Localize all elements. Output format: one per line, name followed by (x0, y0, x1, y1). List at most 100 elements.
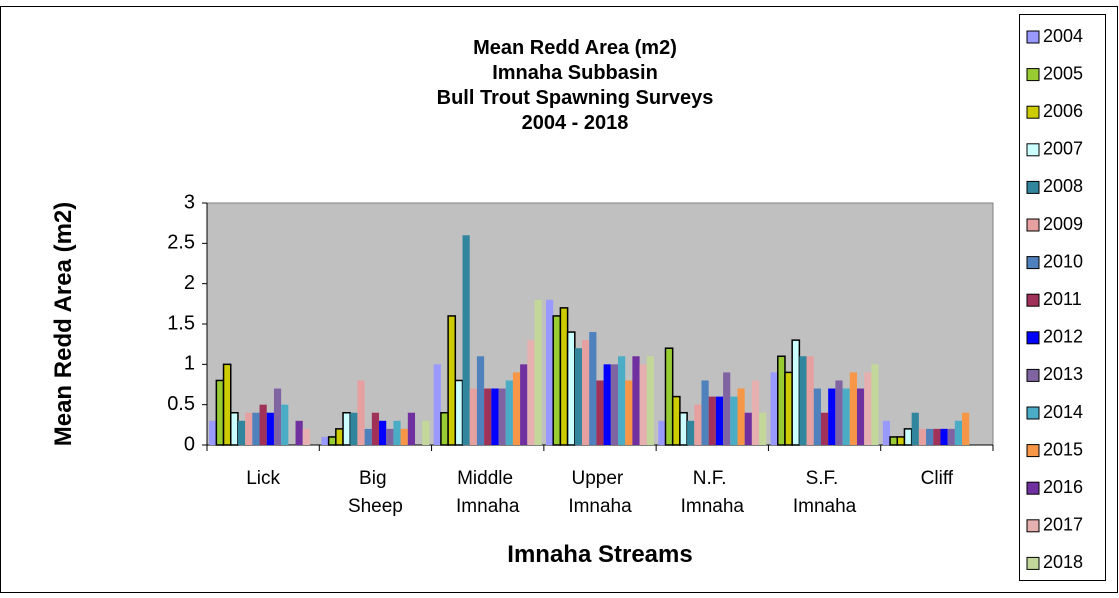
bar (777, 355, 786, 446)
y-tick-label: 2 (184, 272, 195, 294)
legend-swatch (1026, 331, 1040, 345)
legend-swatch (1026, 444, 1040, 458)
legend-label: 2004 (1043, 26, 1083, 46)
bar (947, 428, 955, 445)
legend-swatch (1026, 68, 1040, 82)
bar (589, 332, 597, 445)
bar (835, 380, 843, 445)
bar (393, 420, 401, 445)
y-tick-label: 1.5 (167, 312, 195, 334)
bar (295, 420, 303, 445)
legend-swatch (1026, 218, 1040, 232)
bar (903, 428, 913, 446)
bar (784, 371, 793, 446)
legend-label: 2008 (1043, 176, 1083, 196)
title-line: 2004 - 2018 (522, 112, 629, 134)
bar (671, 395, 681, 446)
bar (484, 388, 492, 445)
legend-label: 2014 (1043, 402, 1083, 422)
bar (603, 364, 611, 445)
legend-swatch (1026, 519, 1040, 533)
bar (770, 372, 778, 445)
bar (215, 379, 225, 446)
bar (813, 388, 821, 445)
bar (940, 428, 948, 445)
bar (791, 339, 801, 446)
x-tick-label: Upper Imnaha (568, 468, 632, 517)
legend-swatch (1026, 30, 1040, 44)
legend-swatch (1026, 406, 1040, 420)
y-tick-label: 0.5 (167, 393, 195, 415)
bar (842, 388, 850, 445)
legend-swatch (1026, 293, 1040, 307)
bar (209, 420, 217, 445)
bar (820, 412, 829, 445)
bar (896, 436, 906, 446)
bar (407, 412, 416, 445)
bar (520, 364, 528, 445)
bar (350, 412, 358, 445)
bar (422, 420, 430, 445)
bar (476, 356, 485, 445)
bar (371, 412, 380, 445)
title-line: Imnaha Subbasin (492, 62, 658, 84)
bar (625, 380, 633, 445)
bar (327, 436, 337, 446)
x-tick-label: Lick (246, 468, 280, 489)
bar (222, 363, 232, 446)
bar (701, 380, 709, 445)
bar (574, 348, 582, 445)
legend-label: 2018 (1043, 552, 1083, 572)
bar (962, 412, 970, 445)
bar (273, 388, 282, 445)
bar (379, 420, 387, 445)
bar (252, 412, 260, 445)
bar (646, 356, 654, 445)
bar (440, 411, 449, 446)
bar (546, 299, 554, 445)
legend-swatch (1026, 256, 1040, 270)
bar (357, 380, 365, 445)
legend-label: 2005 (1043, 63, 1083, 83)
bar (828, 388, 836, 445)
bar (281, 404, 289, 445)
bar (911, 412, 919, 445)
legend-label: 2006 (1043, 101, 1083, 121)
y-tick-label: 1 (184, 353, 195, 375)
bar (658, 420, 666, 445)
x-tick-label: S.F. Imnaha (793, 468, 857, 517)
bar (751, 380, 760, 445)
bar (933, 428, 941, 445)
legend-label: 2017 (1043, 515, 1083, 535)
legend-label: 2012 (1043, 327, 1083, 347)
legend-label: 2013 (1043, 364, 1083, 384)
title-line: Bull Trout Spawning Surveys (437, 87, 714, 109)
bar (469, 388, 477, 445)
legend-swatch (1026, 180, 1040, 194)
x-tick-label: Middle Imnaha (456, 468, 520, 517)
bar (954, 420, 963, 445)
bar (926, 428, 934, 445)
bar (882, 420, 891, 445)
bar (730, 396, 738, 445)
bar (364, 428, 372, 445)
y-tick-label: 0 (184, 433, 195, 455)
bar (664, 347, 674, 446)
bar (559, 307, 569, 446)
bar (715, 396, 724, 445)
bar (433, 364, 441, 445)
bar (632, 356, 640, 445)
legend-swatch (1026, 481, 1040, 495)
bar (723, 372, 731, 445)
bar (400, 428, 408, 445)
legend-swatch (1026, 105, 1040, 119)
legend-swatch (1026, 368, 1040, 382)
bar (856, 388, 865, 445)
bar (229, 411, 239, 446)
y-tick-label: 2.5 (167, 232, 195, 254)
y-tick-label: 3 (184, 191, 195, 213)
bar (596, 380, 604, 445)
bar (744, 412, 752, 445)
bar (266, 412, 274, 445)
